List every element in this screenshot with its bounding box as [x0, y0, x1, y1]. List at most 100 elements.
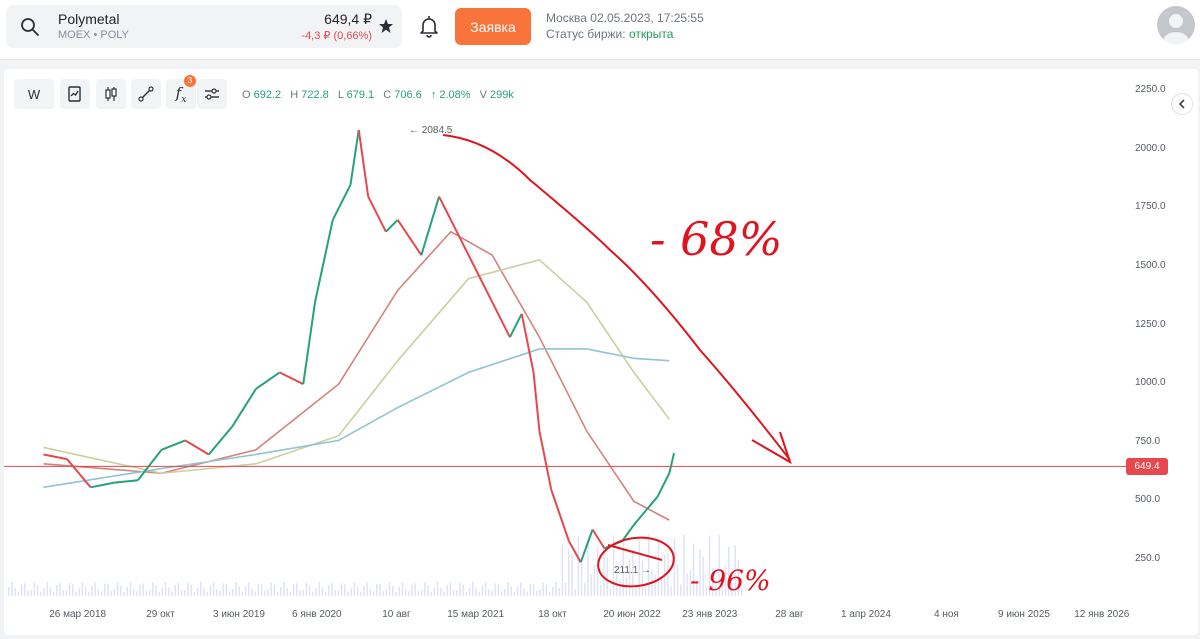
volume-bar — [267, 589, 269, 596]
volume-bar — [228, 591, 231, 596]
volume-bar — [484, 582, 487, 596]
volume-bar — [648, 534, 650, 596]
market-status-value: открыта — [628, 27, 674, 41]
volume-bar — [622, 539, 624, 596]
volume-bar — [628, 559, 631, 596]
volume-bar — [468, 588, 471, 596]
interval-button[interactable]: W — [14, 79, 54, 109]
market-status: Статус биржи: открыта — [546, 27, 673, 41]
volume-bar — [340, 583, 343, 596]
y-tick-label: 250.0 — [1135, 553, 1161, 564]
volume-bar — [59, 582, 61, 596]
volume-bar — [209, 585, 212, 596]
volume-bar — [126, 586, 128, 596]
volume-bar — [136, 591, 138, 596]
ohlc-high: 722.8 — [301, 89, 329, 101]
volume-bar — [312, 591, 314, 596]
volume-bar — [171, 591, 173, 596]
bell-add-icon[interactable] — [417, 14, 441, 38]
volume-bar — [216, 589, 218, 596]
volume-bar — [363, 585, 365, 596]
x-tick-label: 26 мар 2018 — [49, 609, 107, 620]
volume-bar — [401, 582, 404, 596]
volume-bar — [280, 587, 282, 596]
volume-bar — [360, 591, 362, 596]
price-segment — [644, 496, 659, 512]
volume-bar — [382, 591, 384, 596]
draw-tool-button[interactable] — [131, 79, 161, 109]
volume-bar — [568, 548, 570, 596]
volume-bar — [616, 567, 618, 596]
ticker-name: Polymetal — [58, 11, 120, 27]
volume-bar — [500, 591, 503, 596]
volume-bar — [174, 584, 176, 596]
ohlc-low: 679.1 — [346, 89, 375, 101]
volume-bar — [193, 591, 196, 596]
price-segment — [656, 472, 671, 498]
avatar[interactable] — [1157, 6, 1195, 44]
volume-bar — [238, 586, 240, 596]
volume-bar — [24, 583, 26, 596]
volume-bar — [545, 585, 548, 596]
price-segment — [357, 129, 370, 197]
chart-type-button[interactable] — [60, 79, 90, 109]
volume-bar — [206, 591, 208, 596]
collapse-panel-button[interactable] — [1171, 93, 1193, 115]
ohlc-volume: 299k — [490, 89, 514, 101]
volume-bar — [120, 586, 122, 596]
price-segment — [668, 452, 676, 474]
candles-button[interactable] — [96, 79, 126, 109]
volume-bar — [81, 582, 84, 596]
volume-bar — [225, 584, 228, 596]
indicators-count-badge: 3 — [184, 75, 196, 87]
volume-bar — [548, 591, 551, 596]
settings-button[interactable] — [197, 79, 227, 109]
ohlc-legend: O 692.2 H 722.8 L 679.1 C 706.6 ↑ 2.08% … — [242, 89, 520, 101]
volume-bar — [689, 570, 692, 596]
price-segment — [455, 231, 476, 268]
star-icon[interactable] — [378, 18, 394, 34]
ohlc-h-label: H — [290, 89, 299, 101]
volume-bar — [452, 590, 455, 596]
volume-bar — [283, 582, 285, 596]
volume-bar — [84, 586, 87, 596]
volume-bar — [347, 591, 349, 596]
volume-bar — [158, 591, 160, 596]
ticker-card[interactable]: Polymetal MOEX • POLY 649,4 ₽ -4,3 ₽ (0,… — [6, 5, 402, 48]
order-button[interactable]: Заявка — [455, 8, 531, 45]
volume-bar — [539, 589, 541, 596]
volume-bar — [17, 591, 20, 596]
price-segment — [137, 449, 163, 481]
volume-bar — [129, 582, 132, 596]
user-icon — [1163, 14, 1189, 44]
price-segment — [231, 388, 257, 427]
volume-bar — [424, 582, 426, 596]
volume-bar — [155, 585, 157, 596]
volume-bar — [395, 591, 397, 596]
price-segment — [255, 371, 281, 390]
volume-bar — [577, 536, 580, 596]
volume-bar — [580, 563, 583, 596]
volume-bar — [241, 591, 244, 596]
search-icon[interactable] — [20, 17, 40, 37]
y-tick-label: 1000.0 — [1135, 377, 1166, 389]
volume-bar — [411, 584, 413, 596]
volume-bar — [27, 590, 29, 596]
volume-bar — [20, 584, 23, 596]
volume-bar — [56, 585, 58, 596]
volume-bar — [52, 591, 55, 596]
max-price-label: ← 2084.5 — [409, 125, 453, 136]
sliders-icon — [205, 88, 219, 100]
volume-bar — [590, 574, 592, 596]
price-segment — [633, 510, 647, 526]
volume-bar — [33, 582, 36, 596]
x-tick-label: 6 янв 2020 — [292, 609, 342, 620]
indicators-button[interactable]: fx 3 — [166, 75, 196, 109]
ohlc-l-label: L — [337, 89, 344, 101]
volume-bar — [177, 582, 180, 596]
volume-bar — [641, 560, 644, 596]
volume-bar — [331, 582, 333, 596]
volume-bar — [11, 582, 13, 596]
volume-bar — [344, 584, 346, 596]
